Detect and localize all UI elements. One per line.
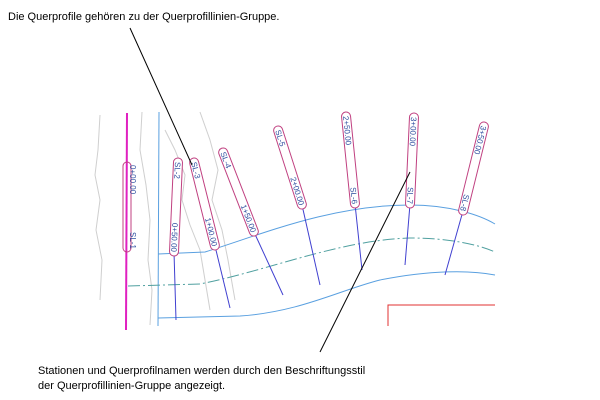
sample-line-name: SL-8 xyxy=(458,193,471,212)
road-top-edge xyxy=(157,204,496,255)
sample-line-label: SL-7 3+00.00 xyxy=(405,112,419,209)
sample-line-station: 1+50.00 xyxy=(239,203,258,234)
sample-line-label: SL-2 0+50.00 xyxy=(169,157,183,257)
sample-line-sl-2[interactable]: SL-2 0+50.00 xyxy=(169,157,183,321)
sample-line-sl-3[interactable]: SL-3 1+00.00 xyxy=(188,157,231,309)
sample-line-name: SL-3 xyxy=(189,161,202,180)
left-edge-line xyxy=(157,111,160,327)
callout-leader-bottom xyxy=(319,171,411,353)
section-line xyxy=(354,203,363,271)
road-bottom-edge xyxy=(157,271,496,319)
contours xyxy=(94,111,236,326)
sample-line-station: 0+50.00 xyxy=(169,223,179,253)
section-line xyxy=(404,203,411,266)
sample-line-station: 2+50.00 xyxy=(341,116,353,146)
callout-leader-top xyxy=(129,27,193,166)
sample-line-label: SL-6 2+50.00 xyxy=(341,111,360,209)
alignment-line xyxy=(125,112,128,331)
sample-line-sl-5[interactable]: SL-5 2+00.00 xyxy=(272,125,321,286)
sample-line-station: 3+50.00 xyxy=(472,125,488,156)
section-line xyxy=(253,231,284,296)
alignment-station: 0+00.00 xyxy=(128,165,137,195)
sample-line-name: SL-2 xyxy=(172,162,182,180)
property-line xyxy=(387,304,495,326)
sample-line-label: SL-8 3+50.00 xyxy=(458,121,489,216)
callout-bottom: Stationen und Querprofilnamen werden dur… xyxy=(38,364,365,394)
alignment-name: SL-1 xyxy=(128,232,137,249)
sample-line-label: SL-5 2+00.00 xyxy=(273,125,307,210)
sample-line-sl-4[interactable]: SL-41+50.00 xyxy=(217,147,284,296)
sample-line-sl-8[interactable]: SL-8 3+50.00 xyxy=(444,121,489,276)
sample-line-label: SL-3 1+00.00 xyxy=(189,157,220,251)
alignment-label: 0+00.00 SL-1 xyxy=(122,161,137,253)
sample-line-name: SL-6 xyxy=(348,187,359,205)
sample-line-label: SL-41+50.00 xyxy=(218,147,259,237)
section-line xyxy=(214,245,231,309)
sample-line-station: 3+00.00 xyxy=(408,117,418,147)
sample-line-name: SL-7 xyxy=(405,187,415,205)
sample-line-sl-6[interactable]: SL-6 2+50.00 xyxy=(341,111,363,271)
section-line xyxy=(173,251,177,321)
callout-top: Die Querprofile gehören zu der Querprofi… xyxy=(8,11,280,23)
section-line xyxy=(444,210,464,276)
callout-bottom-line1: Stationen und Querprofilnamen werden dur… xyxy=(38,365,366,377)
section-line xyxy=(301,204,321,286)
sample-line-sl-7[interactable]: SL-7 3+00.00 xyxy=(404,112,419,266)
sample-line-station: 1+00.00 xyxy=(203,217,219,248)
road-centerline xyxy=(127,237,496,287)
callout-bottom-line2: der Querprofillinien-Gruppe angezeigt. xyxy=(38,380,226,392)
sample-line-station: 2+00.00 xyxy=(288,176,306,207)
sample-line-name: SL-5 xyxy=(273,129,287,148)
